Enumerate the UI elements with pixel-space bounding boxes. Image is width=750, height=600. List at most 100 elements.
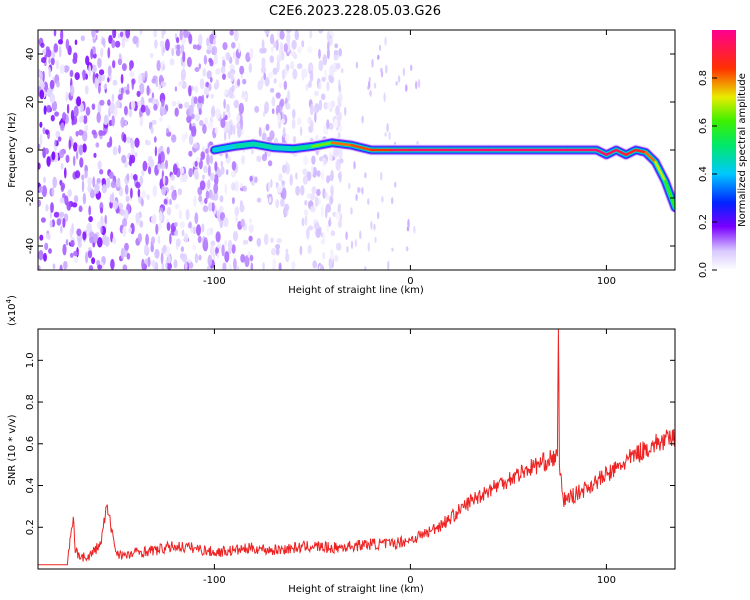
spectrogram-noise-blob xyxy=(215,108,221,120)
spectrogram-noise-blob xyxy=(166,146,170,155)
spectrogram-ridge-segment xyxy=(605,148,618,157)
spectrogram-noise-blob xyxy=(350,207,353,215)
spectrogram-noise-blob xyxy=(39,121,43,128)
spectrogram-noise-blob xyxy=(206,228,212,237)
spectrogram-noise-blob xyxy=(91,257,96,265)
spectrogram-noise-blob xyxy=(269,55,275,63)
spectrogram-noise-blob xyxy=(384,132,387,137)
spectrogram-noise-blob xyxy=(368,80,371,90)
spectrogram-ridge-segment xyxy=(291,145,314,151)
spectrogram-noise-blob xyxy=(123,133,127,143)
spectrogram-noise-blob xyxy=(271,108,275,115)
spectrogram-noise-blob xyxy=(213,53,218,65)
x-tick-label: -100 xyxy=(203,276,226,287)
spectrogram-noise-blob xyxy=(46,104,52,113)
spectrogram-noise-blob xyxy=(320,205,324,218)
spectrogram-noise-blob xyxy=(125,89,130,95)
spectrogram-noise-blob xyxy=(188,261,194,269)
spectrogram-noise-blob xyxy=(373,82,377,89)
spectrogram-noise-blob xyxy=(93,152,97,158)
spectrogram-noise-blob xyxy=(222,111,226,118)
spectrogram-noise-blob xyxy=(161,185,167,196)
spectrogram-noise-blob xyxy=(208,121,214,130)
spectrogram-noise-blob xyxy=(304,214,308,226)
spectrogram-noise-blob xyxy=(318,48,321,59)
spectrogram-noise-blob xyxy=(240,117,244,130)
spectrogram-noise-blob xyxy=(188,221,192,229)
spectrogram-noise-blob xyxy=(264,76,270,87)
spectrogram-noise-blob xyxy=(121,154,127,164)
spectrogram-noise-blob xyxy=(267,72,274,79)
spectrogram-noise-blob xyxy=(330,169,334,182)
spectrogram-noise-blob xyxy=(60,122,65,132)
spectrogram-noise-blob xyxy=(174,203,180,210)
spectrogram-noise-blob xyxy=(194,160,198,167)
spectrogram-noise-blob xyxy=(417,79,421,88)
spectrogram-noise-blob xyxy=(199,120,204,126)
spectrogram-noise-blob xyxy=(276,60,280,73)
spectrogram-noise-blob xyxy=(261,39,265,50)
spectrogram-noise-blob xyxy=(380,67,383,73)
spectrogram-noise-blob xyxy=(224,239,228,248)
spectrogram-noise-blob xyxy=(48,58,51,64)
spectrogram-noise-blob xyxy=(45,49,52,58)
spectrogram-noise-blob xyxy=(242,78,247,85)
spectrogram-noise-blob xyxy=(219,195,224,203)
x-tick-label: 0 xyxy=(407,575,413,586)
spectrogram-noise-blob xyxy=(208,83,212,91)
spectrogram-noise-blob xyxy=(145,233,150,246)
spectrogram-noise-blob xyxy=(334,43,339,49)
spectrogram-noise-blob xyxy=(364,172,367,179)
spectrogram-noise-blob xyxy=(122,226,127,238)
spectrogram-noise-blob xyxy=(291,51,297,57)
spectrogram-noise-blob xyxy=(326,81,330,92)
spectrogram-noise-blob xyxy=(80,35,85,42)
spectrogram-noise-blob xyxy=(38,250,44,261)
spectrogram-noise-blob xyxy=(213,174,219,186)
spectrogram-noise-blob xyxy=(231,42,236,49)
spectrogram-noise-blob xyxy=(96,112,101,124)
spectrogram-noise-blob xyxy=(230,72,235,82)
spectrogram-noise-blob xyxy=(107,65,112,76)
spectrogram-noise-blob xyxy=(295,172,298,180)
spectrogram-noise-blob xyxy=(162,46,166,54)
spectrogram-noise-blob xyxy=(328,38,334,46)
spectrogram-noise-blob xyxy=(320,93,326,101)
spectrogram-noise-blob xyxy=(144,105,149,114)
spectrogram-noise-blob xyxy=(169,233,172,245)
spectrogram-noise-blob xyxy=(44,148,49,155)
spectrogram-noise-blob xyxy=(139,175,144,186)
spectrogram-noise-blob xyxy=(74,39,78,46)
spectrogram-noise-blob xyxy=(380,171,383,181)
spectrogram-noise-blob xyxy=(328,122,334,130)
spectrogram-noise-blob xyxy=(326,175,330,184)
spectrogram-noise-blob xyxy=(321,170,324,181)
spectrogram-noise-blob xyxy=(73,105,79,118)
spectrogram-noise-blob xyxy=(87,184,92,193)
spectrogram-noise-blob xyxy=(165,38,170,51)
spectrogram-noise-blob xyxy=(81,174,85,181)
spectrogram-noise-blob xyxy=(188,167,193,178)
spectrogram-noise-blob xyxy=(149,52,154,58)
spectrogram-noise-blob xyxy=(55,130,61,139)
spectrogram-noise-blob xyxy=(151,78,157,84)
spectrogram-ridge-segment xyxy=(311,141,334,148)
y-tick-label: 1.0 xyxy=(25,352,36,368)
spectrogram-noise-blob xyxy=(198,254,202,261)
colorbar-tick-label: 0.0 xyxy=(698,262,709,278)
spectrogram-noise-blob xyxy=(272,67,278,75)
y-tick-label: 40 xyxy=(25,48,36,61)
spectrogram-noise-blob xyxy=(88,216,93,223)
spectrogram-noise-blob xyxy=(107,99,111,106)
spectrogram-noise-blob xyxy=(210,240,216,247)
spectrogram-noise-blob xyxy=(258,126,262,137)
spectrogram-noise-blob xyxy=(106,177,111,189)
spectrogram-noise-blob xyxy=(212,191,219,201)
spectrogram-noise-blob xyxy=(92,46,96,55)
spectrogram-noise-blob xyxy=(324,191,328,198)
spectrogram-noise-blob xyxy=(388,131,391,140)
spectrogram-noise-blob xyxy=(395,81,398,86)
spectrogram-noise-blob xyxy=(79,102,84,113)
spectrogram-noise-blob xyxy=(269,87,275,93)
colorbar-tick-label: 0.2 xyxy=(698,214,709,230)
